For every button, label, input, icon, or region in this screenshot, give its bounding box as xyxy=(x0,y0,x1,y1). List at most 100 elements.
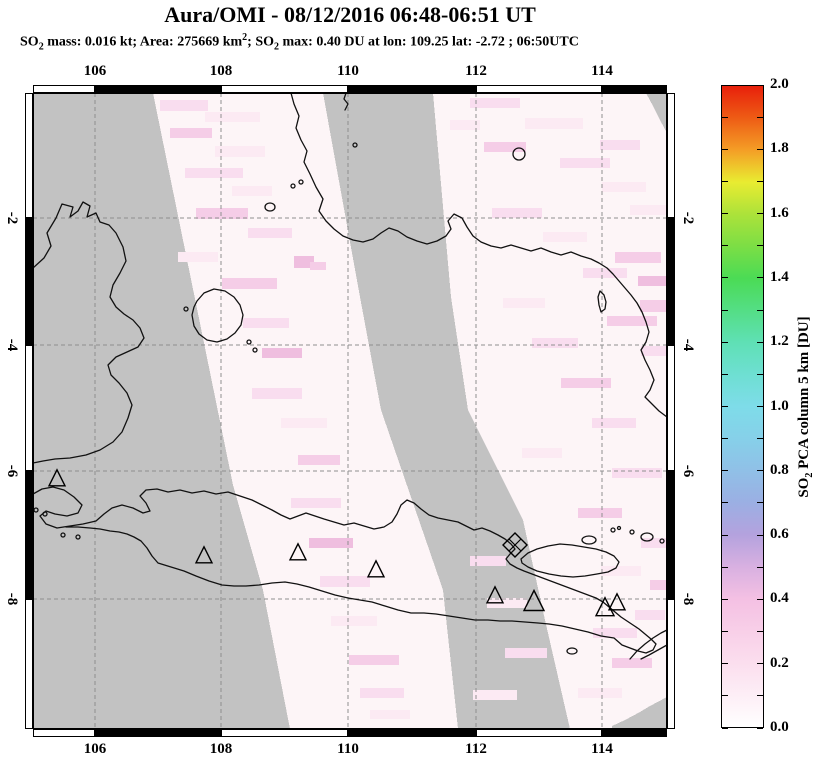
so2-pixel-patch xyxy=(450,120,480,130)
lat-tick-label-right: -6 xyxy=(680,464,696,478)
so2-pixel-patch xyxy=(615,252,661,263)
so2-pixel-patch xyxy=(578,688,622,698)
figure-title: Aura/OMI - 08/12/2016 06:48-06:51 UT xyxy=(164,2,536,27)
so2-pixel-patch xyxy=(232,186,272,196)
frame-left xyxy=(25,345,33,471)
so2-pixel-patch xyxy=(248,228,292,238)
colorbar-label: 0.2 xyxy=(770,654,789,671)
colorbar-label: 0.6 xyxy=(770,526,789,543)
colorbar-minor-tick xyxy=(757,470,763,472)
lon-tick-label-bottom: 110 xyxy=(337,741,359,757)
so2-pixel-patch xyxy=(522,448,562,458)
so2-pixel-patch xyxy=(578,508,622,518)
lon-tick-label-bottom: 114 xyxy=(591,741,613,757)
text-segment: max: 0.40 DU at lon: 109.25 lat: -2.72 ;… xyxy=(279,34,579,50)
so2-pixel-patch xyxy=(484,142,526,152)
so2-pixel-patch xyxy=(638,276,666,286)
so2-pixel-patch xyxy=(630,205,666,215)
island-chain xyxy=(343,93,349,111)
colorbar-minor-tick xyxy=(757,438,763,440)
lon-tick-label-bottom: 108 xyxy=(209,741,233,757)
island-sebuku xyxy=(597,290,607,313)
lon-tick-label-top: 114 xyxy=(591,63,613,79)
city-marker-hatch xyxy=(508,538,522,552)
text-segment: ; SO xyxy=(247,34,274,50)
colorbar-minor-tick xyxy=(757,180,763,182)
frame-top xyxy=(33,85,95,93)
frame-top xyxy=(221,85,348,93)
volcano-marker xyxy=(522,588,546,612)
volcano-marker xyxy=(366,559,386,578)
so2-pixel-patch xyxy=(641,538,666,548)
so2-pixel-patch xyxy=(252,388,302,399)
colorbar-minor-tick xyxy=(757,148,763,150)
colorbar-label: 1.0 xyxy=(770,397,789,414)
so2-pixel-patch xyxy=(281,418,327,428)
lon-tick-label-top: 112 xyxy=(465,63,487,79)
colorbar-minor-tick xyxy=(722,695,728,697)
colorbar-minor-tick xyxy=(722,180,728,182)
so2-pixel-patch xyxy=(561,378,611,388)
so2-pixel-patch xyxy=(349,655,399,665)
island xyxy=(42,511,48,517)
frame-right xyxy=(667,93,675,218)
frame-bottom xyxy=(348,729,476,737)
island-bawean xyxy=(512,147,526,161)
volcano-marker xyxy=(607,592,627,611)
colorbar-minor-tick xyxy=(757,598,763,600)
map-canvas xyxy=(33,93,667,729)
frame-top xyxy=(348,85,476,93)
colorbar-minor-tick xyxy=(722,84,728,86)
coastline-sumatra xyxy=(33,201,145,464)
island xyxy=(566,647,578,655)
lon-tick-label-bottom: 112 xyxy=(465,741,487,757)
colorbar-minor-tick xyxy=(722,341,728,343)
so2-pixel-patch xyxy=(160,100,208,111)
colorbar xyxy=(721,85,764,728)
colorbar-minor-tick xyxy=(757,502,763,504)
so2-pixel-patch xyxy=(602,182,646,192)
so2-pixel-patch xyxy=(222,278,277,289)
colorbar-minor-tick xyxy=(722,309,728,311)
frame-left xyxy=(25,93,33,218)
map-plot xyxy=(33,93,667,729)
so2-pixel-patch xyxy=(298,455,340,465)
so2-pixel-patch xyxy=(291,498,341,508)
colorbar-minor-tick xyxy=(757,566,763,568)
lat-tick-label-left: -8 xyxy=(4,592,20,606)
so2-pixel-patch xyxy=(320,576,370,587)
so2-pixel-patch xyxy=(560,158,610,168)
island xyxy=(290,183,296,189)
island xyxy=(659,538,665,544)
map-border xyxy=(33,93,667,729)
colorbar-minor-tick xyxy=(722,438,728,440)
colorbar-minor-tick xyxy=(757,534,763,536)
lat-tick-label-left: -6 xyxy=(4,464,20,478)
colorbar-label: 0.0 xyxy=(770,719,789,735)
colorbar-title: SO2 PCA column 5 km [DU] xyxy=(796,237,816,577)
text-segment: PCA column 5 km [DU] xyxy=(796,315,812,473)
coastline-bali xyxy=(629,629,667,660)
so2-pixel-patch xyxy=(492,208,542,218)
so2-pixel-patch xyxy=(294,256,314,268)
so2-pixel-patch xyxy=(601,566,641,576)
lon-tick-label-bottom: 106 xyxy=(83,741,107,757)
colorbar-minor-tick xyxy=(757,116,763,118)
so2-pixel-patch xyxy=(612,658,652,668)
lat-tick-label-right: -8 xyxy=(680,592,696,606)
colorbar-label: 1.6 xyxy=(770,204,789,221)
frame-top xyxy=(602,85,667,93)
so2-pixel-patch xyxy=(592,418,636,428)
volcano-marker xyxy=(47,468,67,487)
island xyxy=(629,529,635,535)
so2-pixel-patch xyxy=(543,232,587,242)
so2-pixel-patch xyxy=(470,556,506,566)
colorbar-minor-tick xyxy=(757,277,763,279)
so2-pixel-patch xyxy=(185,168,243,178)
so2-pixel-patch xyxy=(309,538,353,548)
colorbar-minor-tick xyxy=(722,598,728,600)
coastlines xyxy=(33,93,667,660)
volcano-marker xyxy=(288,542,308,561)
frame-right xyxy=(667,218,675,345)
